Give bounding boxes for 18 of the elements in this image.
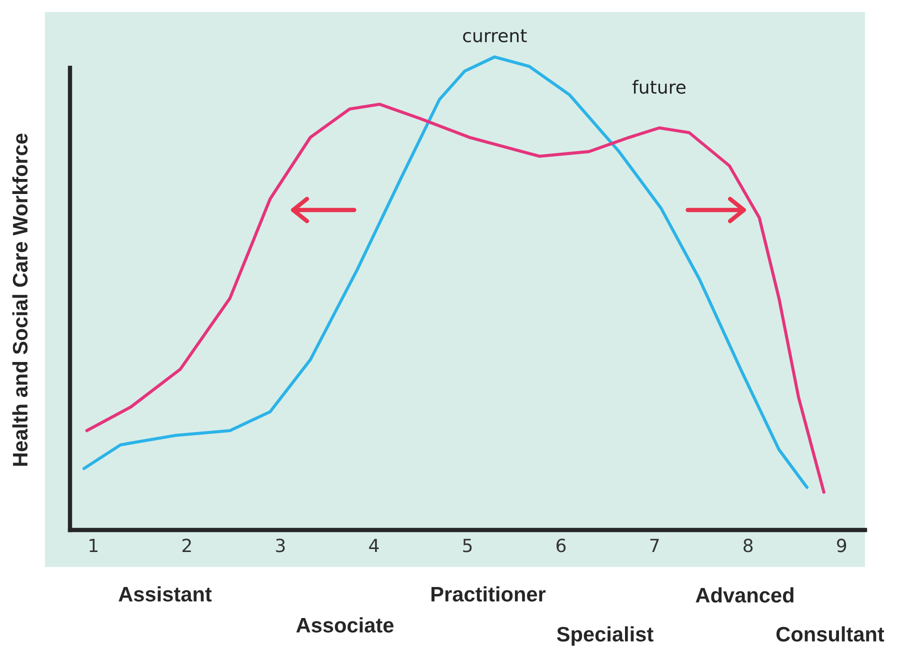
x-tick-label: 6 <box>556 538 566 552</box>
text: Consultant <box>776 626 884 642</box>
text: Assistant <box>118 586 212 602</box>
y-axis-title: Health and Social Care Workforce <box>12 134 28 466</box>
text: Practitioner <box>432 586 546 602</box>
text: Specialist <box>556 626 654 646</box>
x-tick-label: 5 <box>463 538 472 552</box>
x-tick-label: 4 <box>369 538 379 552</box>
x-tick-label: 8 <box>744 538 753 552</box>
x-tick-label: 1 <box>90 538 98 552</box>
x-tick-label: 2 <box>182 538 191 552</box>
series-label: current <box>463 29 527 42</box>
x-tick-label: 9 <box>837 538 846 552</box>
text: future <box>632 80 686 94</box>
x-tick-label: 7 <box>650 538 659 552</box>
text: Associate <box>296 617 394 633</box>
text: Advanced <box>696 587 794 603</box>
x-tick-label: 3 <box>276 538 285 552</box>
